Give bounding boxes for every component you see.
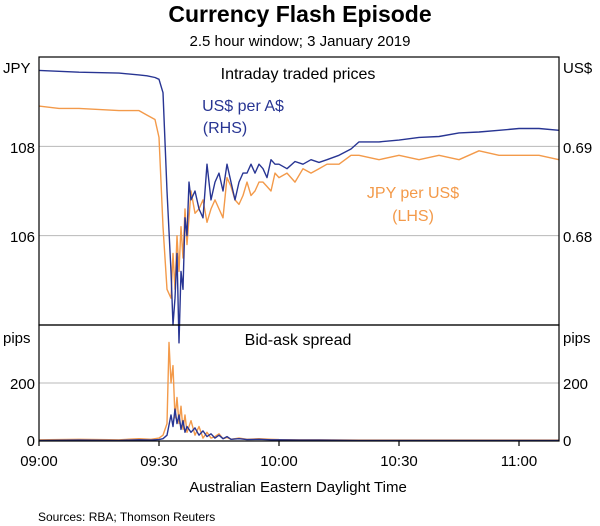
price-left-unit: JPY	[3, 60, 31, 77]
x-axis-label: Australian Eastern Daylight Time	[189, 479, 407, 496]
price-gridlines	[39, 145, 559, 237]
price-series	[38, 69, 560, 344]
right-tick-0.68: 0.68	[563, 229, 592, 246]
left-tick-106: 106	[10, 229, 35, 246]
aud-spread-line	[38, 408, 559, 442]
jpy-series-axis-label: (LHS)	[392, 208, 434, 225]
jpy-spread-line	[38, 341, 559, 441]
price-panel-title: Intraday traded prices	[221, 66, 376, 83]
jpy-series-label: JPY per US$	[367, 185, 459, 202]
chart-subtitle: 2.5 hour window; 3 January 2019	[190, 33, 411, 50]
x-tick-label-11:00: 11:00	[501, 453, 537, 470]
right-tick-0.69: 0.69	[563, 140, 592, 157]
x-tick-label-10:00: 10:00	[260, 453, 298, 470]
chart-title: Currency Flash Episode	[168, 1, 431, 27]
spread-panel: Bid-ask spread pips pips 200 0 200 0	[3, 324, 591, 450]
spread-panel-title: Bid-ask spread	[245, 332, 352, 349]
jpy-price-line	[38, 105, 560, 299]
spread-right-tick-200: 200	[563, 376, 588, 393]
x-axis: 09:00 09:30 10:00 10:30 11:00	[20, 441, 537, 470]
aud-series-label: US$ per A$	[202, 98, 284, 115]
x-tick-label-10:30: 10:30	[380, 453, 418, 470]
price-panel-frame	[38, 56, 560, 326]
price-right-unit: US$	[563, 60, 593, 77]
spread-series	[38, 341, 559, 442]
x-tick-label-09:30: 09:30	[140, 453, 178, 470]
spread-left-unit: pips	[3, 330, 31, 347]
spread-right-unit: pips	[563, 330, 591, 347]
x-tick-label-09:00: 09:00	[20, 453, 58, 470]
spread-panel-frame	[38, 324, 560, 442]
left-tick-108: 108	[10, 140, 35, 157]
source-note: Sources: RBA; Thomson Reuters	[38, 510, 215, 524]
aud-price-line	[38, 69, 560, 344]
aud-series-axis-label: (RHS)	[203, 120, 247, 137]
spread-left-tick-0: 0	[27, 433, 35, 450]
spread-right-tick-0: 0	[563, 433, 571, 450]
spread-left-tick-200: 200	[10, 376, 35, 393]
price-panel: Intraday traded prices JPY US$ 108 106 0…	[3, 56, 593, 344]
